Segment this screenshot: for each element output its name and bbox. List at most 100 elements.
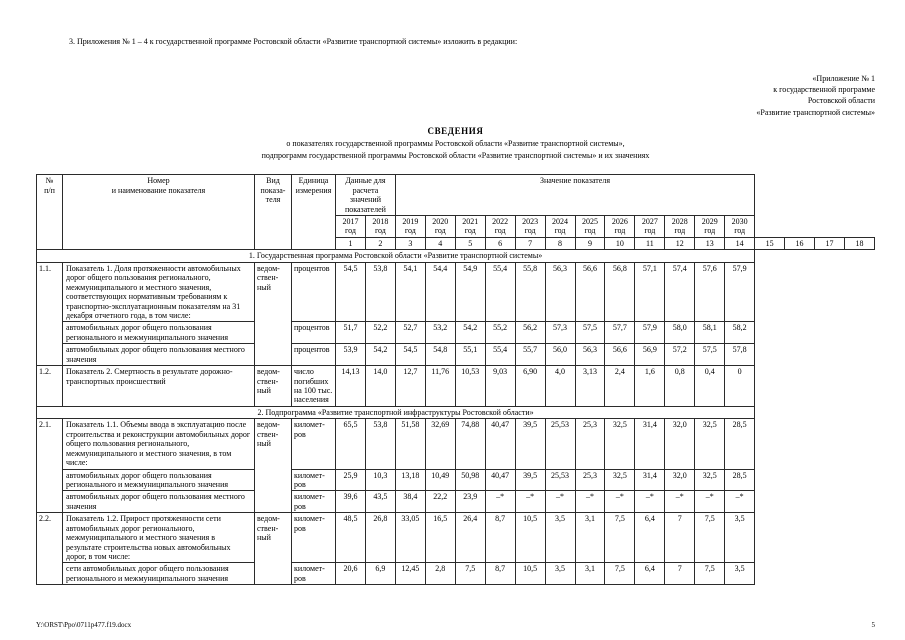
indicator-value: 39,5 bbox=[514, 418, 546, 470]
indicator-value: 55,7 bbox=[514, 343, 546, 367]
year-header: 2025 год bbox=[574, 215, 606, 238]
doc-subtitle-line: о показателях государственной программы … bbox=[286, 139, 625, 149]
year-header: 2019 год bbox=[394, 215, 426, 238]
indicator-value: 8,7 bbox=[484, 562, 516, 586]
year-header: 2028 год bbox=[664, 215, 696, 238]
indicator-value: 54,5 bbox=[335, 261, 366, 323]
indicator-value: 57,9 bbox=[724, 261, 756, 323]
footer-page-number: 5 bbox=[871, 621, 876, 629]
table-body: 1. Государственная программа Ростовской … bbox=[35, 249, 875, 586]
col-header-value-group: Значение показателя bbox=[394, 174, 756, 216]
year-header: 2021 год bbox=[454, 215, 486, 238]
indicator-value: 56,2 bbox=[514, 321, 546, 345]
indicator-value: 9,03 bbox=[484, 365, 516, 407]
indicator-row: 1.1. Показатель 1. Доля протяженности авт… bbox=[36, 261, 875, 367]
indicator-value: 56,8 bbox=[604, 261, 636, 323]
indicator-value: 32,69 bbox=[424, 418, 456, 470]
annex-line: к государственной программе bbox=[773, 85, 875, 95]
indicator-value: 58,0 bbox=[664, 321, 696, 345]
indicator-value: 57,2 bbox=[664, 343, 696, 367]
indicator-value: –* bbox=[574, 490, 606, 514]
indicator-value: 26,4 bbox=[454, 512, 486, 564]
indicator-value: 52,7 bbox=[394, 321, 426, 345]
col-header-calc-group: Данные для расчета значений показателей bbox=[335, 174, 396, 216]
year-header: 2023 год bbox=[514, 215, 546, 238]
indicator-name: Показатель 1.2. Прирост протяженности се… bbox=[62, 512, 255, 564]
section-title: 2. Подпрограмма «Развитие транспортной и… bbox=[35, 405, 756, 420]
col-number: 12 bbox=[664, 236, 696, 251]
year-header: 2026 год bbox=[604, 215, 636, 238]
indicator-value: 55,8 bbox=[514, 261, 546, 323]
section-row: 1. Государственная программа Ростовской … bbox=[35, 249, 875, 263]
indicator-value: 7 bbox=[664, 512, 696, 564]
indicator-value: 58,2 bbox=[724, 321, 756, 345]
indicator-unit: процентов bbox=[291, 261, 336, 323]
indicator-value: 53,8 bbox=[364, 261, 396, 323]
doc-title: СВЕДЕНИЯ bbox=[427, 125, 484, 136]
indicator-value: 56,6 bbox=[574, 261, 606, 323]
indicator-value: 53,8 bbox=[364, 418, 396, 470]
row-number: 1.1. bbox=[36, 261, 63, 367]
indicator-value: 7,5 bbox=[604, 512, 636, 564]
year-header: 2022 год bbox=[484, 215, 516, 238]
col-number: 3 bbox=[394, 236, 426, 251]
indicator-value: 0,8 bbox=[664, 365, 696, 407]
indicator-row: 1.2. Показатель 2. Смертность в результат… bbox=[36, 365, 875, 407]
indicator-value: 57,4 bbox=[664, 261, 696, 323]
col-header-num: № п/п bbox=[36, 174, 63, 251]
table-header: № п/п Номер и наименование показателя Ви… bbox=[36, 174, 876, 251]
title-block: СВЕДЕНИЯ о показателях государственной п… bbox=[36, 125, 875, 163]
indicator-value: 10,5 bbox=[514, 562, 546, 586]
annex-block: «Приложение № 1 к государственной програ… bbox=[36, 73, 875, 118]
section-row: 2. Подпрограмма «Развитие транспортной и… bbox=[35, 405, 875, 420]
col-number: 7 bbox=[514, 236, 546, 251]
col-number: 8 bbox=[544, 236, 576, 251]
indicator-value: –* bbox=[724, 490, 756, 514]
indicator-value: 74,88 bbox=[454, 418, 486, 470]
indicator-value: 32,5 bbox=[604, 468, 636, 492]
indicator-value: 6,4 bbox=[634, 562, 666, 586]
indicator-kind: ведом- ствен- ный bbox=[254, 261, 292, 367]
indicator-value: 39,5 bbox=[514, 468, 546, 492]
indicator-value: 25,53 bbox=[544, 468, 576, 492]
indicator-value: 51,58 bbox=[394, 418, 426, 470]
indicator-row: автомобильных дорог общего пользования м… bbox=[37, 490, 875, 514]
indicator-value: 57,8 bbox=[724, 343, 756, 367]
indicator-value: 6,9 bbox=[364, 562, 396, 586]
indicator-value: 25,53 bbox=[544, 418, 576, 470]
indicator-value: 0 bbox=[724, 365, 756, 407]
indicator-row: 2.2. Показатель 1.2. Прирост протяженност… bbox=[36, 512, 875, 586]
indicator-name: Показатель 2. Смертность в результате до… bbox=[62, 365, 255, 407]
year-header: 2020 год bbox=[424, 215, 456, 238]
indicator-value: 10,5 bbox=[514, 512, 546, 564]
indicator-value: 23,9 bbox=[454, 490, 486, 514]
indicator-row: автомобильных дорог общего пользования м… bbox=[37, 343, 875, 367]
indicator-name: Показатель 1.1. Объемы ввода в эксплуата… bbox=[62, 418, 255, 470]
row-number: 1.2. bbox=[36, 365, 63, 407]
indicator-name: автомобильных дорог общего пользования м… bbox=[62, 490, 255, 514]
indicator-unit: километ- ров bbox=[291, 512, 336, 564]
group-header-row: № п/п Номер и наименование показателя Ви… bbox=[36, 174, 875, 251]
indicator-value: 54,4 bbox=[424, 261, 456, 323]
indicator-value: 3,5 bbox=[544, 562, 576, 586]
indicator-value: 53,9 bbox=[335, 343, 366, 367]
indicator-value: –* bbox=[694, 490, 726, 514]
col-number: 2 bbox=[364, 236, 396, 251]
indicator-value: 53,2 bbox=[424, 321, 456, 345]
indicator-value: –* bbox=[514, 490, 546, 514]
indicator-value: 58,1 bbox=[694, 321, 726, 345]
indicator-value: 31,4 bbox=[634, 418, 666, 470]
indicator-unit: число погибших на 100 тыс. населения bbox=[291, 365, 336, 407]
indicator-value: 14,13 bbox=[335, 365, 366, 407]
indicator-value: 48,5 bbox=[335, 512, 366, 564]
col-number-row: 1 2 3 4 5 6 7 8 9 10 11 12 13 14 15 16 17 18 bbox=[37, 236, 876, 251]
col-number: 18 bbox=[843, 236, 876, 251]
col-number: 11 bbox=[634, 236, 666, 251]
indicator-value: 55,4 bbox=[484, 343, 516, 367]
indicator-value: 54,2 bbox=[364, 343, 396, 367]
year-header: 2029 год bbox=[694, 215, 726, 238]
indicator-row: 2.1. Показатель 1.1. Объемы ввода в экспл… bbox=[36, 418, 875, 514]
indicator-value: 40,47 bbox=[484, 418, 516, 470]
indicator-name: автомобильных дорог общего пользования р… bbox=[62, 321, 255, 345]
indicator-value: 55,4 bbox=[484, 261, 516, 323]
